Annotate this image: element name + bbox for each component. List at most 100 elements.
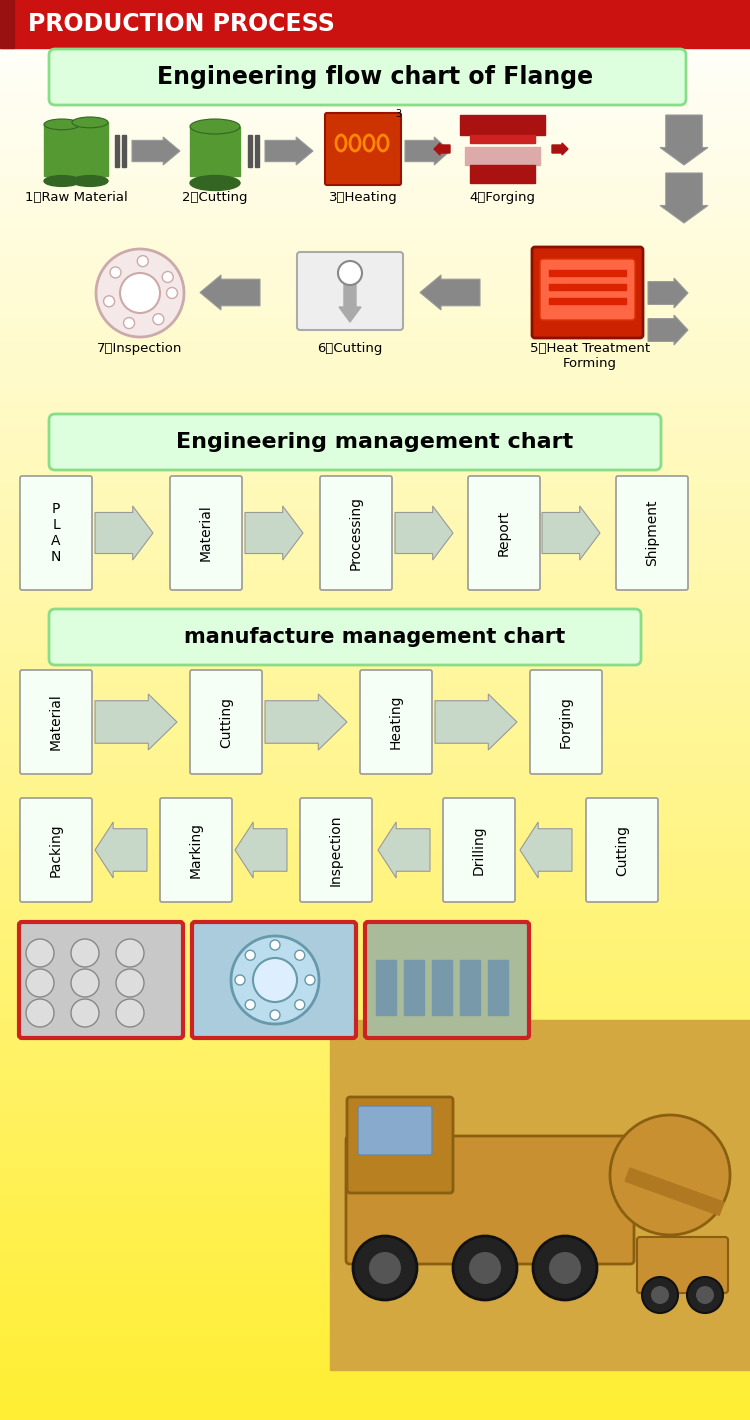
FancyBboxPatch shape	[20, 798, 92, 902]
Polygon shape	[660, 173, 708, 223]
Circle shape	[469, 1252, 501, 1284]
Circle shape	[26, 939, 54, 967]
Bar	[404, 960, 424, 1015]
Bar	[255, 135, 259, 168]
FancyBboxPatch shape	[468, 476, 540, 589]
Bar	[549, 270, 626, 275]
Circle shape	[26, 968, 54, 997]
Ellipse shape	[44, 119, 80, 129]
Text: Material: Material	[49, 693, 63, 750]
Polygon shape	[95, 694, 177, 750]
Polygon shape	[648, 315, 688, 345]
Bar	[460, 115, 545, 135]
Bar	[488, 960, 508, 1015]
Circle shape	[651, 1287, 669, 1304]
FancyBboxPatch shape	[49, 609, 641, 665]
Text: 7、Inspection: 7、Inspection	[98, 342, 183, 355]
Circle shape	[26, 1000, 54, 1027]
FancyBboxPatch shape	[19, 922, 183, 1038]
Text: Engineering flow chart of Flange: Engineering flow chart of Flange	[157, 65, 593, 89]
Circle shape	[305, 976, 315, 985]
Text: Heating: Heating	[389, 694, 403, 750]
Circle shape	[166, 287, 178, 298]
Text: Inspection: Inspection	[329, 814, 343, 886]
Text: manufacture management chart: manufacture management chart	[184, 628, 566, 648]
FancyBboxPatch shape	[190, 670, 262, 774]
Polygon shape	[542, 506, 600, 559]
FancyBboxPatch shape	[49, 415, 661, 470]
Text: 3: 3	[395, 109, 401, 119]
FancyBboxPatch shape	[160, 798, 232, 902]
Circle shape	[116, 939, 144, 967]
Polygon shape	[245, 506, 303, 559]
Ellipse shape	[72, 176, 108, 186]
Polygon shape	[235, 822, 287, 878]
Polygon shape	[132, 136, 180, 165]
FancyBboxPatch shape	[360, 670, 432, 774]
FancyBboxPatch shape	[300, 798, 372, 902]
Text: Drilling: Drilling	[472, 825, 486, 875]
Bar	[190, 126, 240, 176]
Text: P
L
A
N: P L A N	[51, 501, 62, 564]
Bar	[248, 135, 252, 168]
FancyBboxPatch shape	[346, 1136, 634, 1264]
Bar	[44, 125, 80, 176]
Text: PRODUCTION PROCESS: PRODUCTION PROCESS	[28, 11, 334, 36]
FancyBboxPatch shape	[20, 476, 92, 589]
Circle shape	[270, 940, 280, 950]
Circle shape	[116, 968, 144, 997]
FancyBboxPatch shape	[540, 258, 635, 320]
Text: 4、Forging: 4、Forging	[469, 192, 535, 204]
Circle shape	[231, 936, 319, 1024]
Bar	[460, 960, 480, 1015]
FancyBboxPatch shape	[170, 476, 242, 589]
FancyArrow shape	[434, 143, 450, 155]
Circle shape	[96, 248, 184, 337]
Text: Material: Material	[199, 504, 213, 561]
FancyArrow shape	[339, 275, 361, 322]
Circle shape	[71, 1000, 99, 1027]
Circle shape	[137, 256, 148, 267]
Circle shape	[104, 295, 115, 307]
FancyBboxPatch shape	[365, 922, 529, 1038]
Text: 2、Cutting: 2、Cutting	[182, 192, 248, 204]
Circle shape	[687, 1277, 723, 1314]
Text: 5、Heat Treatment
Forming: 5、Heat Treatment Forming	[530, 342, 650, 371]
Bar	[122, 135, 126, 168]
Polygon shape	[435, 694, 517, 750]
Circle shape	[153, 314, 164, 325]
Bar	[115, 135, 119, 168]
FancyBboxPatch shape	[616, 476, 688, 589]
Circle shape	[610, 1115, 730, 1235]
FancyBboxPatch shape	[586, 798, 658, 902]
Polygon shape	[520, 822, 572, 878]
FancyBboxPatch shape	[637, 1237, 728, 1294]
Circle shape	[162, 271, 173, 283]
Bar	[470, 165, 535, 183]
FancyBboxPatch shape	[532, 247, 643, 338]
Polygon shape	[95, 822, 147, 878]
FancyBboxPatch shape	[325, 114, 401, 185]
Circle shape	[369, 1252, 401, 1284]
Bar	[626, 1169, 724, 1216]
Text: Forging: Forging	[559, 696, 573, 748]
Circle shape	[253, 959, 297, 1003]
Ellipse shape	[190, 176, 240, 190]
Text: 1、Raw Material: 1、Raw Material	[25, 192, 128, 204]
Circle shape	[549, 1252, 581, 1284]
FancyBboxPatch shape	[443, 798, 515, 902]
Circle shape	[295, 1000, 304, 1010]
Circle shape	[642, 1277, 678, 1314]
Circle shape	[116, 1000, 144, 1027]
Circle shape	[533, 1235, 597, 1299]
Text: Engineering management chart: Engineering management chart	[176, 432, 574, 452]
Circle shape	[245, 1000, 255, 1010]
Text: Marking: Marking	[189, 822, 203, 878]
Ellipse shape	[190, 119, 240, 133]
Circle shape	[453, 1235, 517, 1299]
Polygon shape	[265, 694, 347, 750]
Circle shape	[120, 273, 160, 312]
Ellipse shape	[44, 176, 80, 186]
Polygon shape	[648, 278, 688, 308]
Bar	[465, 148, 540, 165]
